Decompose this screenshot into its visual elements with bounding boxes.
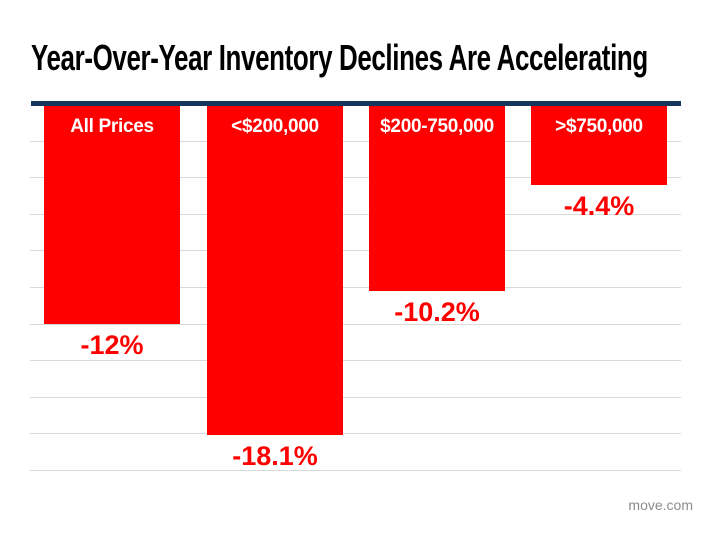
gridline bbox=[30, 287, 681, 288]
gridline bbox=[30, 323, 681, 325]
gridline bbox=[30, 360, 681, 362]
chart-title: Year-Over-Year Inventory Declines Are Ac… bbox=[31, 37, 648, 78]
value-label-over-750k: -4.4% bbox=[563, 191, 635, 221]
bar-under-200k: <$200,000 bbox=[207, 104, 343, 435]
chart-area: All Prices -12% <$200,000 -18.1% $200-75… bbox=[30, 101, 681, 484]
category-label-all-prices: All Prices bbox=[70, 116, 154, 137]
value-label-all-prices: -12% bbox=[80, 330, 144, 360]
zero-baseline bbox=[31, 101, 681, 106]
gridline bbox=[30, 433, 681, 435]
gridline bbox=[30, 250, 681, 252]
bar-over-750k: >$750,000 bbox=[531, 104, 667, 185]
gridline bbox=[30, 470, 681, 471]
category-label-over-750k: >$750,000 bbox=[555, 116, 643, 137]
source-credit: move.com bbox=[628, 497, 693, 513]
value-label-200-750k: -10.2% bbox=[394, 297, 480, 327]
bar-200-750k: $200-750,000 bbox=[369, 104, 505, 291]
gridline bbox=[30, 396, 681, 398]
category-label-under-200k: <$200,000 bbox=[231, 116, 319, 137]
gridline bbox=[30, 213, 681, 215]
gridline bbox=[30, 177, 681, 179]
value-label-under-200k: -18.1% bbox=[232, 441, 318, 471]
category-label-200-750k: $200-750,000 bbox=[380, 116, 494, 137]
gridline bbox=[30, 140, 681, 142]
bar-all-prices: All Prices bbox=[44, 104, 180, 324]
